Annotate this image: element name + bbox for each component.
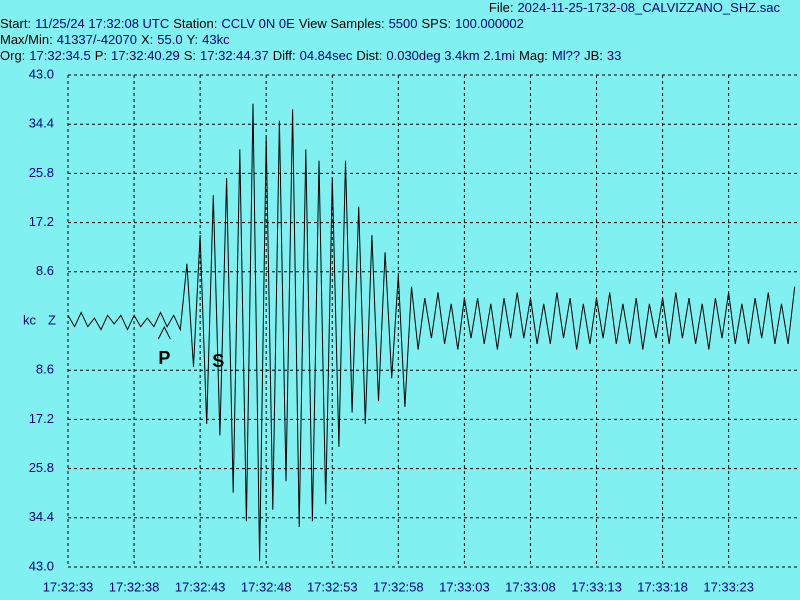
header-label: Start: [0,16,32,31]
pick-marker [157,325,171,340]
x-tick-label: 17:32:33 [43,579,94,594]
header-value: 33 [606,48,622,63]
x-tick-label: 17:33:03 [439,579,490,594]
x-tick-label: 17:33:18 [637,579,688,594]
x-tick-label: 17:32:58 [373,579,424,594]
header-label: S: [183,48,197,63]
header-value: 100.000002 [455,16,524,31]
header-line: File: 2024-11-25-1732-08_CALVIZZANO_SHZ.s… [489,0,784,16]
header-label: Y: [186,32,199,47]
x-tick-label: 17:33:08 [505,579,556,594]
x-tick-label: 17:33:13 [571,579,622,594]
y-tick-label: 25.8 [29,165,54,180]
y-tick-label: 17.2 [29,214,54,229]
header-label: View Samples: [298,16,385,31]
header-value: 43kc [202,32,230,47]
header-value: Ml?? [551,48,581,63]
channel-label: Z [48,312,56,327]
header-value: 41337/-42070 [56,32,137,47]
header-value: 0.030deg 3.4km 2.1mi [386,48,516,63]
y-tick-label: kc [23,312,37,327]
header-label: Max/Min: [0,32,53,47]
header-value: 11/25/24 17:32:08 UTC [35,16,170,31]
header-label: JB: [584,48,603,63]
x-tick-label: 17:32:43 [175,579,226,594]
header-value: CCLV 0N 0E [221,16,295,31]
pick-label: S [212,351,224,371]
header-label: Station: [173,16,218,31]
header-label: File: [488,0,514,15]
y-tick-label: 8.6 [36,362,54,377]
waveform [67,103,796,562]
x-tick-label: 17:33:23 [703,579,754,594]
header-label: Diff: [272,48,296,63]
header-label: Dist: [356,48,383,63]
y-tick-label: 17.2 [29,411,54,426]
header-value: 5500 [388,16,418,31]
y-tick-label: 25.8 [29,460,54,475]
header-label: X: [140,32,154,47]
header-line: Start: 11/25/24 17:32:08 UTC Station: CCLV … [0,16,528,32]
header-line: Org: 17:32:34.5 P: 17:32:40.29 S: 17:32:44.37… [0,48,625,64]
header-value: 17:32:40.29 [111,48,180,63]
header-value: 55.0 [157,32,183,47]
header-value: 04.84sec [299,48,353,63]
x-tick-label: 17:32:48 [241,579,292,594]
header-value: 17:32:44.37 [200,48,269,63]
header-label: Mag: [519,48,548,63]
y-tick-label: 34.4 [29,509,54,524]
header-line: Max/Min: 41337/-42070 X: 55.0 Y: 43kc [0,32,234,48]
header-value: 2024-11-25-1732-08_CALVIZZANO_SHZ.sac [517,0,780,15]
header-value: 17:32:34.5 [29,48,91,63]
y-tick-label: 43.0 [29,66,54,81]
pick-label: P [158,348,170,368]
header-label: Org: [0,48,26,63]
y-tick-label: 8.6 [36,263,54,278]
y-tick-label: 43.0 [29,558,54,573]
x-tick-label: 17:32:38 [109,579,160,594]
header-label: SPS: [421,16,452,31]
x-tick-label: 17:32:53 [307,579,358,594]
y-tick-label: 34.4 [29,116,54,131]
header-label: P: [94,48,108,63]
